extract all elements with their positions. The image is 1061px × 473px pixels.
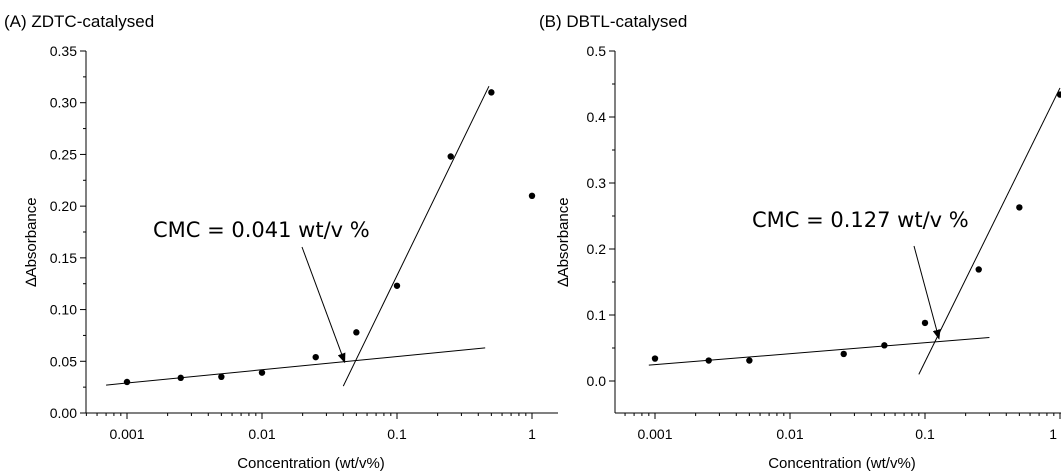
panel-b-points: [651, 91, 1061, 364]
panel-b-x-tick-label: 0.1: [915, 426, 935, 442]
panel-b-cmc-label: CMC = 0.127 wt/v %: [752, 208, 969, 232]
panel-a-y-tick-label: 0.05: [50, 353, 77, 369]
panel-b: (B) DBTL-catalysed 0.00.10.20.30.40.50.0…: [539, 12, 1061, 472]
panel-a-x-tick-label: 1: [528, 426, 536, 442]
panel-b-y-tick-label: 0.0: [587, 373, 607, 389]
panel-a-fit-lines: [106, 85, 490, 387]
panel-b-x-tick-label: 1: [1049, 426, 1057, 442]
panel-b-data-point: [651, 355, 659, 362]
panel-b-y-tick-label: 0.4: [587, 109, 607, 125]
panel-a-data-point: [353, 329, 360, 336]
panel-a-y-tick-label: 0.30: [50, 95, 77, 111]
panel-b-y-tick-label: 0.1: [587, 307, 607, 323]
panel-b-title: (B) DBTL-catalysed: [539, 12, 687, 31]
panel-b-y-tick-label: 0.2: [587, 241, 607, 257]
panel-a-y-axis-title: ∆Absorbance: [23, 197, 40, 286]
panel-a-x-tick-label: 0.01: [248, 426, 275, 442]
panel-b-y-tick-label: 0.5: [587, 43, 607, 59]
panel-b-annotation: CMC = 0.127 wt/v %: [752, 208, 969, 340]
panel-b-data-point: [705, 357, 712, 364]
panel-b-data-point: [840, 350, 847, 358]
panel-a-data-point: [393, 282, 401, 289]
panel-b-axes: 0.0 0.1 0.2 0.3 0.4 0.5 0.001 0.01 0.1 1: [587, 43, 1061, 442]
panel-b-y-tick-label: 0.3: [587, 175, 607, 191]
panel-a-points: [123, 89, 536, 386]
panel-a-y-tick-label: 0.25: [50, 146, 77, 162]
panel-a-cmc-label: CMC = 0.041 wt/v %: [153, 218, 370, 242]
panel-a-axes: 0.00 0.05 0.10 0.15 0.20 0.25 0.30 0.35 0.001 0.0…: [50, 43, 558, 442]
panel-b-cmc-arrow: [913, 245, 941, 340]
panel-b-data-point: [1056, 91, 1061, 98]
panel-a-data-point: [177, 374, 184, 382]
panel-a-fit-line-1: [106, 347, 486, 386]
panel-b-x-axis-title: Concentration (wt/v%): [768, 455, 916, 472]
panel-a-annotation: CMC = 0.041 wt/v %: [153, 218, 370, 364]
panel-b-data-point: [975, 266, 982, 273]
panel-a-data-point: [218, 373, 225, 380]
panel-b-fit-line-1: [648, 336, 990, 366]
panel-a-y-tick-label: 0.20: [50, 198, 77, 214]
panel-a-x-axis-title: Concentration (wt/v%): [237, 455, 385, 472]
panel-b-x-tick-label: 0.01: [776, 426, 803, 442]
panel-a: (A) ZDTC-catalysed 0.000.050.100.150.200…: [4, 12, 558, 472]
panel-b-data-point: [1016, 204, 1023, 211]
panel-a-data-point: [528, 192, 536, 199]
panel-a-y-tick-label: 0.10: [50, 302, 77, 318]
panel-a-data-point: [123, 378, 131, 386]
panel-b-data-point: [746, 357, 753, 364]
panel-a-x-tick-label: 0.1: [387, 426, 407, 442]
panel-a-y-tick-label: 0.35: [50, 43, 77, 59]
panel-b-x-tick-label: 0.001: [637, 426, 672, 442]
panel-b-fit-line-2: [918, 87, 1061, 375]
panel-b-y-axis-title: ∆Absorbance: [555, 197, 572, 286]
panel-a-data-point: [488, 89, 495, 96]
panel-a-data-point: [258, 369, 266, 376]
panel-a-data-point: [447, 153, 454, 160]
panel-a-title: (A) ZDTC-catalysed: [4, 12, 154, 31]
panel-a-y-tick-label: 0.00: [50, 405, 77, 421]
panel-b-data-point: [881, 342, 888, 349]
panel-a-cmc-arrow: [301, 246, 346, 364]
panel-a-x-tick-label: 0.001: [109, 426, 144, 442]
panel-a-y-tick-label: 0.15: [50, 250, 77, 266]
panel-a-data-point: [312, 353, 319, 361]
panel-a-fit-line-2: [342, 85, 490, 387]
panel-b-data-point: [921, 319, 929, 327]
